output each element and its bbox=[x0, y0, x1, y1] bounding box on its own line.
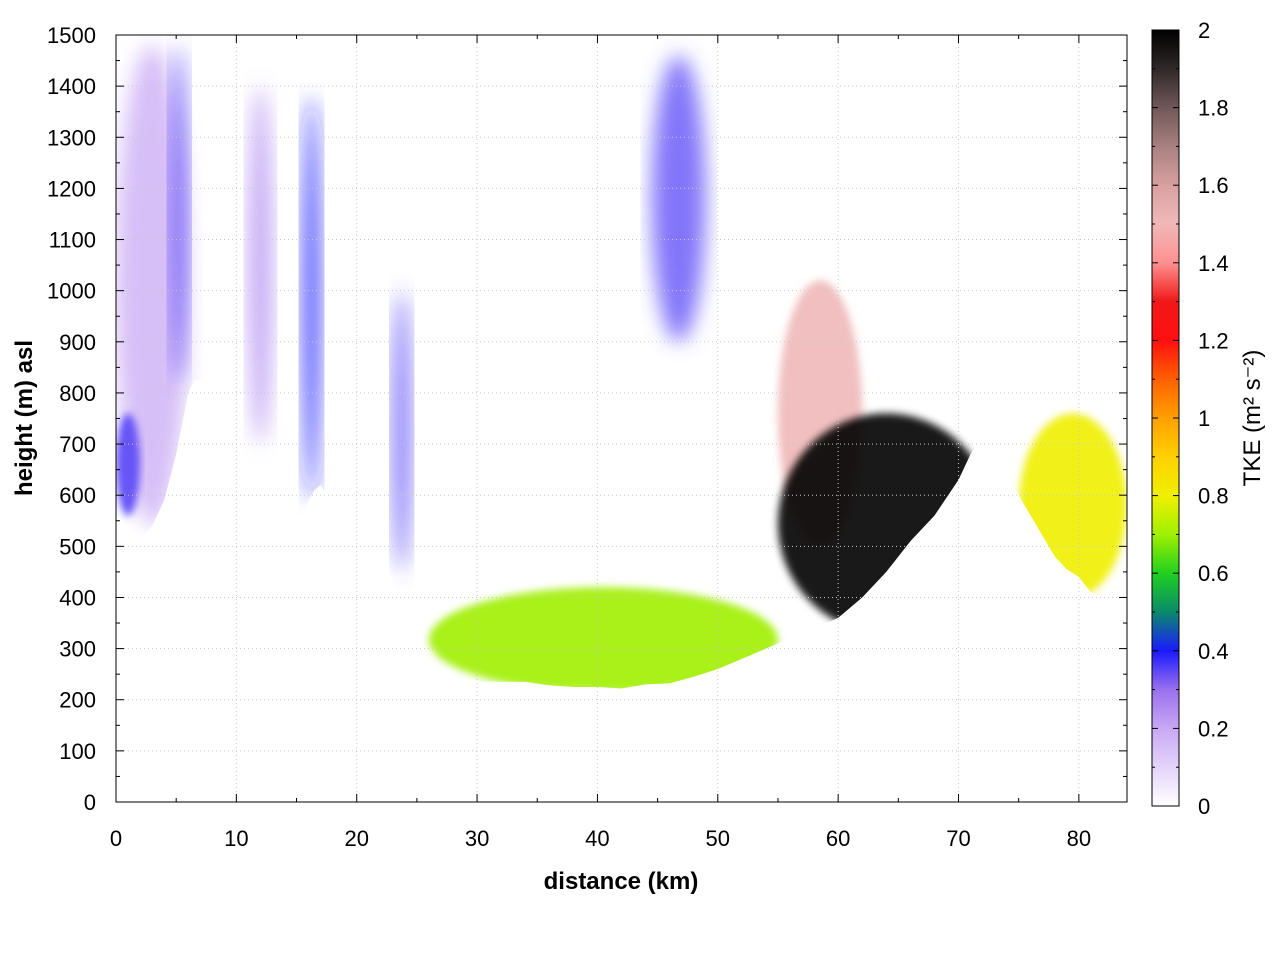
x-tick-label-60: 60 bbox=[826, 826, 850, 851]
tke-region-surface-layer-valley bbox=[428, 587, 778, 693]
tke-region-purple-column-12km bbox=[248, 86, 273, 445]
x-tick-label-20: 20 bbox=[344, 826, 368, 851]
colorbar-tick-label-5: 1 bbox=[1198, 406, 1210, 431]
colorbar-tick-label-1: 0.2 bbox=[1198, 716, 1229, 741]
x-tick-label-30: 30 bbox=[465, 826, 489, 851]
tke-region-purple-veil-left bbox=[116, 45, 189, 526]
colorbar-tick-label-2: 0.4 bbox=[1198, 639, 1229, 664]
colorbar-tick-label-0: 0 bbox=[1198, 794, 1210, 819]
x-tick-label-0: 0 bbox=[110, 826, 122, 851]
y-tick-label-400: 400 bbox=[59, 585, 96, 610]
tke-region-blue-column-24km bbox=[392, 290, 411, 572]
y-tick-label-900: 900 bbox=[59, 330, 96, 355]
x-tick-label-10: 10 bbox=[224, 826, 248, 851]
colorbar-tick-label-8: 1.6 bbox=[1198, 173, 1229, 198]
colorbar-tick-label-6: 1.2 bbox=[1198, 328, 1229, 353]
grid bbox=[116, 35, 1127, 802]
tke-region-blue-column-16km bbox=[302, 96, 321, 501]
y-tick-label-1500: 1500 bbox=[47, 23, 96, 48]
colorbar-tick-label-4: 0.8 bbox=[1198, 484, 1229, 509]
y-tick-label-700: 700 bbox=[59, 432, 96, 457]
y-tick-label-100: 100 bbox=[59, 739, 96, 764]
y-tick-label-1100: 1100 bbox=[49, 228, 96, 253]
x-tick-label-40: 40 bbox=[585, 826, 609, 851]
x-tick-label-50: 50 bbox=[706, 826, 730, 851]
colorbar-tick-label-7: 1.4 bbox=[1198, 251, 1229, 276]
tke-region-blue-core-left bbox=[116, 413, 141, 516]
y-tick-label-1400: 1400 bbox=[47, 74, 96, 99]
colorbar-tick-label-9: 1.8 bbox=[1198, 96, 1229, 121]
colorbar-ticks: 0 0.2 0.4 0.6 0.8 1 1.2 1.4 1.6 1.8 2 bbox=[1152, 18, 1229, 819]
tke-field bbox=[116, 45, 1127, 693]
x-axis-label: distance (km) bbox=[544, 868, 699, 895]
terrain-mask bbox=[116, 380, 1127, 802]
x-axis-ticks: 0 10 20 30 40 50 60 70 80 bbox=[110, 35, 1091, 851]
y-axis-label: height (m) asl bbox=[11, 340, 38, 496]
colorbar-label: TKE (m² s⁻²) bbox=[1239, 350, 1266, 487]
y-tick-label-800: 800 bbox=[59, 381, 96, 406]
colorbar: 0 0.2 0.4 0.6 0.8 1 1.2 1.4 1.6 1.8 2 bbox=[1151, 18, 1229, 819]
y-tick-label-300: 300 bbox=[59, 637, 96, 662]
tke-region-purple-column-47km bbox=[651, 55, 706, 342]
y-axis-ticks: 0 100 200 300 400 500 600 700 800 900 1000 1100 1200… bbox=[47, 23, 1127, 815]
tke-region-purple-column-5km bbox=[170, 45, 189, 383]
y-tick-label-200: 200 bbox=[59, 688, 96, 713]
y-tick-label-500: 500 bbox=[59, 534, 96, 559]
colorbar-tick-label-3: 0.6 bbox=[1198, 561, 1229, 586]
x-tick-label-70: 70 bbox=[946, 826, 970, 851]
plot-area: 0 10 20 30 40 50 60 70 80 0 100 200 300 400 500 600 700… bbox=[47, 23, 1128, 851]
y-tick-label-600: 600 bbox=[59, 483, 96, 508]
y-tick-label-1300: 1300 bbox=[47, 125, 96, 150]
colorbar-tick-label-10: 2 bbox=[1198, 18, 1210, 43]
y-tick-label-1200: 1200 bbox=[47, 176, 96, 201]
y-tick-label-1000: 1000 bbox=[47, 279, 96, 304]
y-tick-label-0: 0 bbox=[84, 790, 96, 815]
x-tick-label-80: 80 bbox=[1067, 826, 1091, 851]
